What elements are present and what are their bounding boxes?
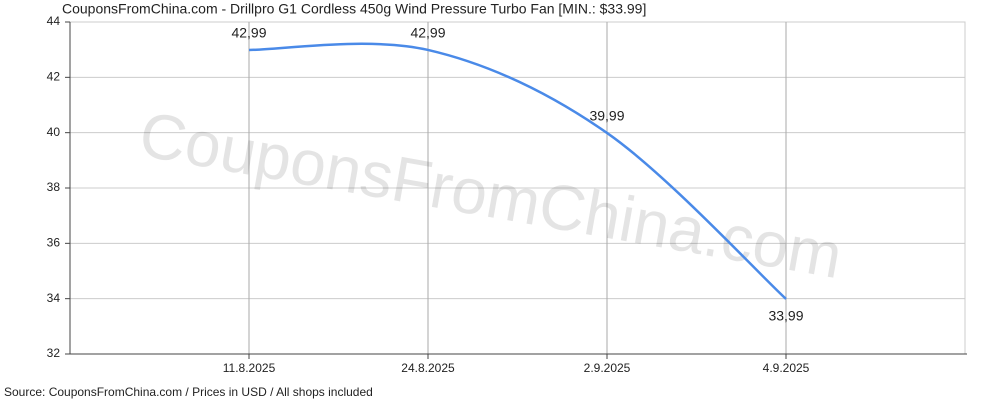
value-label: 39,99 — [589, 108, 624, 124]
value-label: 42,99 — [410, 25, 445, 41]
source-note: Source: CouponsFromChina.com / Prices in… — [4, 385, 373, 399]
value-label: 42,99 — [231, 25, 266, 41]
x-tick-label: 24.8.2025 — [401, 361, 455, 375]
line — [248, 42, 787, 300]
chart-title: CouponsFromChina.com - Drillpro G1 Cordl… — [62, 1, 646, 17]
x-tick-label: 11.8.2025 — [223, 361, 276, 375]
y-tick-label: 36 — [47, 236, 61, 250]
x-tick-label: 4.9.2025 — [763, 361, 810, 375]
y-tick-label: 38 — [47, 180, 61, 194]
x-tick-label: 2.9.2025 — [584, 361, 631, 375]
y-tick-label: 32 — [47, 346, 61, 360]
y-tick-label: 34 — [47, 291, 61, 305]
value-label: 33,99 — [768, 308, 803, 324]
y-tick-label: 44 — [47, 14, 61, 28]
y-tick-label: 42 — [47, 70, 61, 84]
y-tick-label: 40 — [47, 125, 61, 139]
